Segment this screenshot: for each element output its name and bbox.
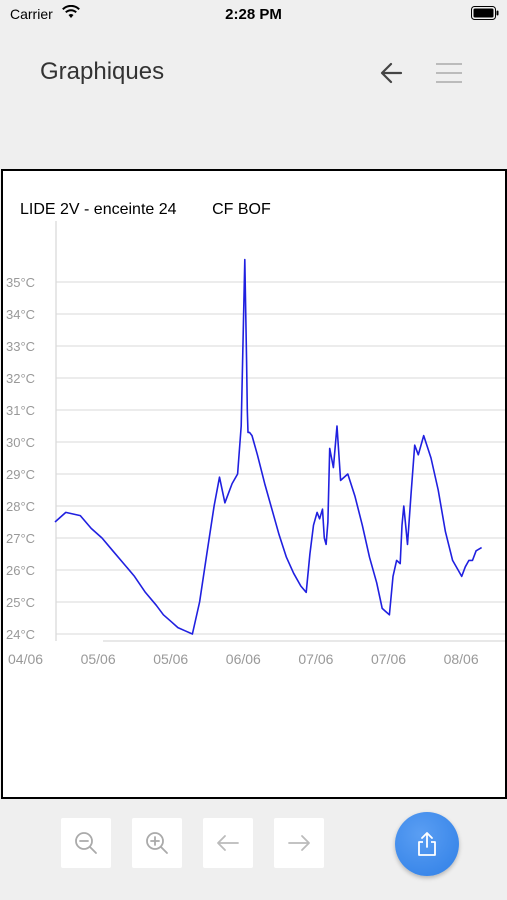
- y-tick-label: 33°C: [6, 339, 35, 354]
- x-tick-label: 07/06: [298, 651, 333, 667]
- y-tick-label: 35°C: [6, 275, 35, 290]
- y-tick-label: 27°C: [6, 531, 35, 546]
- share-icon: [418, 832, 436, 856]
- zoom-in-button[interactable]: [132, 818, 182, 868]
- bottom-toolbar: [0, 800, 507, 900]
- y-tick-label: 26°C: [6, 563, 35, 578]
- x-tick-label: 05/06: [81, 651, 116, 667]
- temperature-line-chart[interactable]: 24°C 25°C 26°C 27°C 28°C 29°C 30°C 31°C 32°C 33°C…: [3, 171, 505, 797]
- arrow-left-icon: [380, 62, 403, 84]
- x-tick-label: 07/06: [371, 651, 406, 667]
- page-title: Graphiques: [40, 58, 165, 85]
- y-tick-label: 32°C: [6, 371, 35, 386]
- x-tick-label: 05/06: [153, 651, 188, 667]
- back-button[interactable]: [375, 58, 409, 88]
- x-tick-label: 08/06: [444, 651, 479, 667]
- share-button[interactable]: [395, 812, 459, 876]
- menu-icon: [436, 63, 462, 83]
- temperature-series-line: [54, 258, 483, 635]
- y-tick-label: 29°C: [6, 467, 35, 482]
- y-tick-label: 31°C: [6, 403, 35, 418]
- status-bar: Carrier 2:28 PM: [0, 0, 507, 28]
- y-tick-label: 24°C: [6, 627, 35, 642]
- arrow-right-icon: [288, 835, 310, 851]
- arrow-left-icon: [217, 835, 239, 851]
- carrier-label: Carrier: [10, 6, 53, 22]
- battery-icon: [471, 6, 499, 20]
- chart-panel: LIDE 2V - enceinte 24 CF BOF 24°C 25°C 26°…: [1, 169, 507, 799]
- x-tick-label: 06/06: [226, 651, 261, 667]
- nav-bar: Graphiques: [0, 28, 507, 118]
- wifi-icon: [61, 4, 81, 24]
- status-time: 2:28 PM: [225, 6, 282, 23]
- y-tick-label: 25°C: [6, 595, 35, 610]
- y-tick-label: 30°C: [6, 435, 35, 450]
- y-tick-label: 28°C: [6, 499, 35, 514]
- x-tick-label: 04/06: [8, 651, 43, 667]
- zoom-out-icon: [75, 832, 97, 854]
- menu-button[interactable]: [432, 58, 468, 88]
- next-period-button[interactable]: [274, 818, 324, 868]
- previous-period-button[interactable]: [203, 818, 253, 868]
- y-tick-label: 34°C: [6, 307, 35, 322]
- zoom-out-button[interactable]: [61, 818, 111, 868]
- zoom-in-icon: [146, 832, 168, 854]
- chart-title: LIDE 2V - enceinte 24 CF BOF: [20, 201, 271, 218]
